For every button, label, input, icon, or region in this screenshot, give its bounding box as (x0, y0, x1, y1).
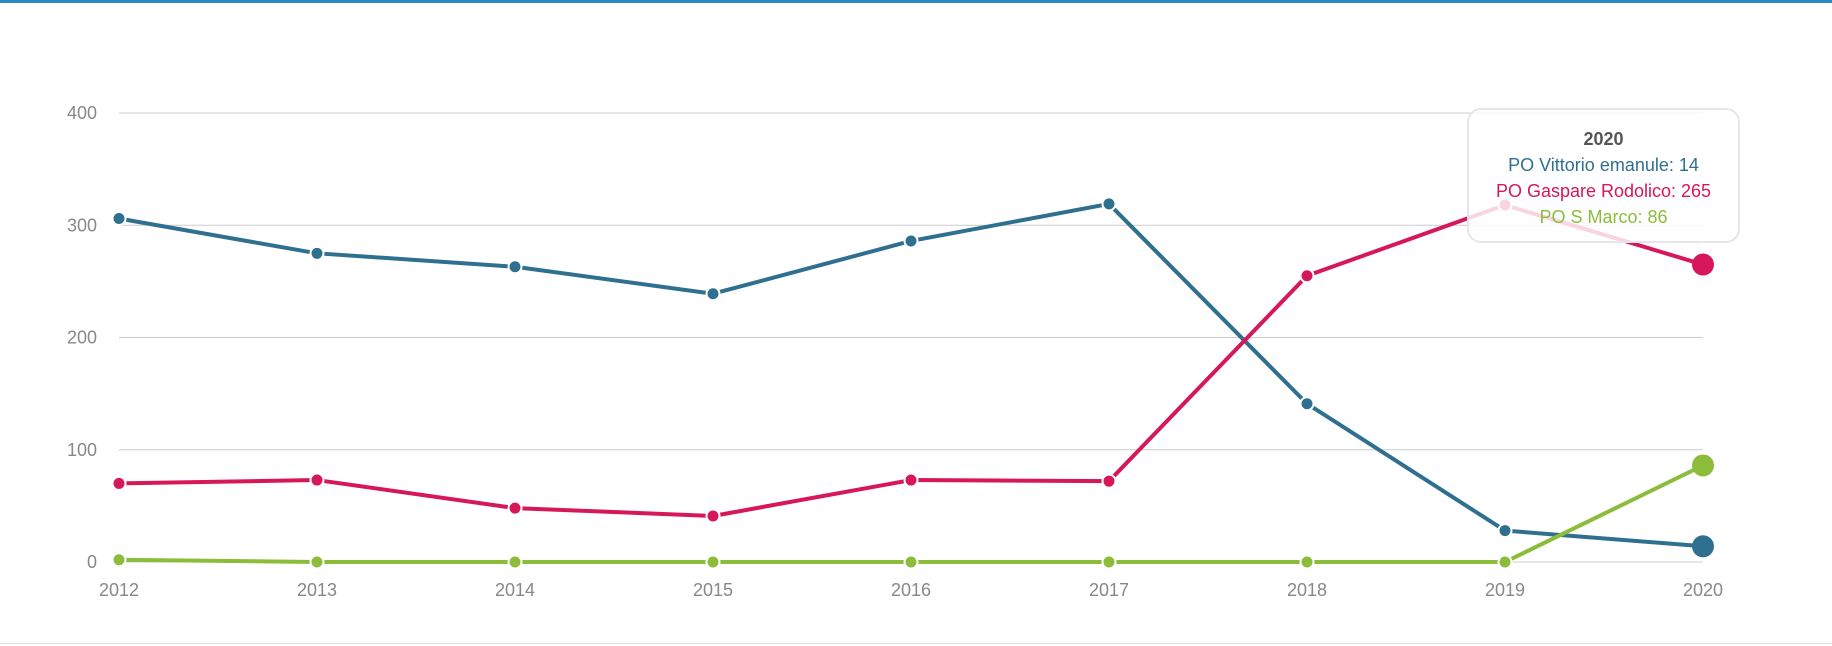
data-point (309, 554, 325, 570)
y-tick-label: 400 (67, 103, 97, 123)
data-point (903, 233, 919, 249)
data-point (309, 245, 325, 261)
data-point (111, 211, 127, 227)
data-point (705, 286, 721, 302)
chart-tooltip: 2020 PO Vittorio emanule: 14 PO Gaspare … (1467, 108, 1740, 243)
data-point (507, 259, 523, 275)
series-line (118, 201, 1704, 549)
x-tick-label: 2015 (693, 580, 733, 600)
x-tick-label: 2013 (297, 580, 337, 600)
data-point (111, 552, 127, 568)
tooltip-title: 2020 (1583, 129, 1624, 149)
data-point (903, 472, 919, 488)
y-tick-label: 300 (67, 215, 97, 235)
data-point (1497, 554, 1513, 570)
data-point (309, 472, 325, 488)
data-point (1692, 454, 1714, 477)
data-point (1299, 268, 1315, 284)
data-point (903, 554, 919, 570)
x-tick-label: 2020 (1683, 580, 1723, 600)
data-point (1497, 523, 1513, 539)
y-tick-label: 0 (87, 552, 97, 572)
data-point (1299, 554, 1315, 570)
x-tick-label: 2014 (495, 580, 535, 600)
tooltip-line-vittorio: PO Vittorio emanule: 14 (1508, 155, 1699, 175)
top-accent-bar (0, 0, 1832, 3)
data-point (1101, 473, 1117, 489)
data-point (1692, 253, 1714, 276)
x-tick-label: 2018 (1287, 580, 1327, 600)
data-point (1692, 535, 1714, 558)
tooltip-line-gaspare: PO Gaspare Rodolico: 265 (1495, 181, 1712, 201)
data-point (705, 508, 721, 524)
bottom-divider (0, 643, 1832, 644)
y-tick-label: 200 (67, 328, 97, 348)
data-point (111, 475, 127, 491)
data-point (705, 554, 721, 570)
x-tick-label: 2012 (99, 580, 139, 600)
data-point (1101, 196, 1117, 212)
x-tick-label: 2019 (1485, 580, 1525, 600)
series-line (118, 203, 1704, 518)
data-point (507, 500, 523, 516)
data-point (507, 554, 523, 570)
data-point (1101, 554, 1117, 570)
x-tick-label: 2016 (891, 580, 931, 600)
tooltip-line-smarco: PO S Marco: 86 (1539, 207, 1668, 227)
data-point (1299, 396, 1315, 412)
y-tick-label: 100 (67, 440, 97, 460)
x-tick-label: 2017 (1089, 580, 1129, 600)
